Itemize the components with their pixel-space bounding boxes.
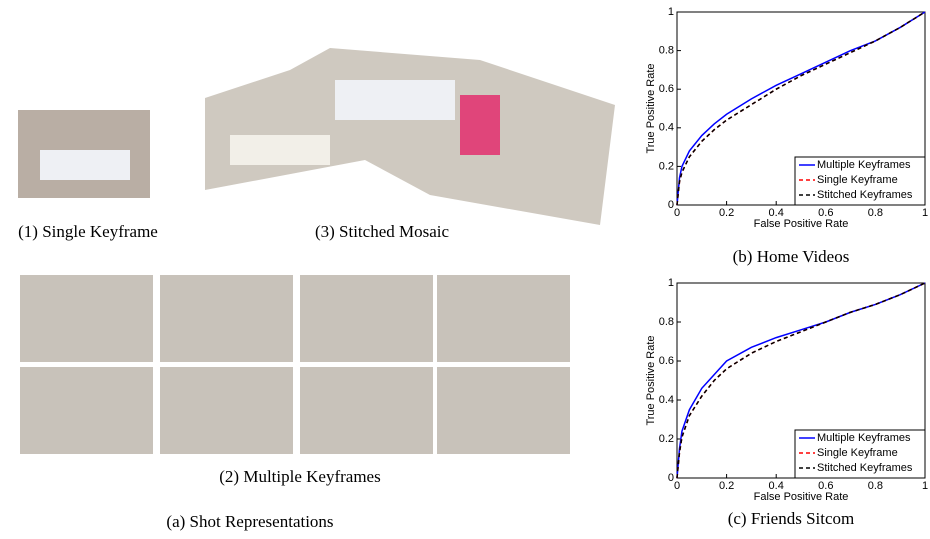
legend-label: Stitched Keyframes [817, 189, 913, 201]
figure: (1) Single Keyframe (3) Stitched Mosaic … [0, 0, 930, 539]
caption: (2) Multiple Keyframes [219, 467, 380, 486]
y-tick-label: 0.4 [659, 394, 674, 406]
y-tick-label: 0.4 [659, 122, 674, 134]
caption: (a) Shot Representations [166, 512, 333, 531]
photo [300, 367, 433, 454]
x-tick-label: 0.8 [868, 480, 883, 492]
chart-title: (b) Home Videos [733, 247, 850, 266]
x-tick-label: 0.2 [719, 207, 734, 219]
y-tick-label: 1 [668, 6, 674, 18]
photo [300, 275, 433, 362]
legend-label: Single Keyframe [817, 174, 898, 186]
y-tick-label: 0 [668, 199, 674, 211]
x-axis-label: False Positive Rate [754, 491, 849, 503]
y-tick-label: 0 [668, 472, 674, 484]
photo [160, 367, 293, 454]
legend-label: Stitched Keyframes [817, 462, 913, 474]
y-tick-label: 0.2 [659, 433, 674, 445]
photo [437, 275, 570, 362]
photo-detail [230, 135, 330, 165]
legend: Multiple Keyframes Single Keyframe Stitche… [795, 157, 925, 205]
x-tick-label: 1 [922, 480, 928, 492]
legend-label: Single Keyframe [817, 447, 898, 459]
photo [20, 275, 153, 362]
chart-title: (c) Friends Sitcom [728, 509, 855, 528]
photo-detail [40, 150, 130, 180]
y-tick-label: 0.8 [659, 45, 674, 57]
y-tick-label: 0.8 [659, 316, 674, 328]
photos [18, 48, 615, 454]
caption: (3) Stitched Mosaic [315, 222, 450, 241]
y-tick-label: 0.6 [659, 83, 674, 95]
legend-label: Multiple Keyframes [817, 432, 911, 444]
y-axis-label: True Positive Rate [645, 335, 657, 425]
photo [20, 367, 153, 454]
photo [437, 367, 570, 454]
y-tick-label: 1 [668, 277, 674, 289]
legend-label: Multiple Keyframes [817, 159, 911, 171]
legend: Multiple Keyframes Single Keyframe Stitche… [795, 430, 925, 478]
x-tick-label: 0.8 [868, 207, 883, 219]
photo-detail [335, 80, 455, 120]
photo [160, 275, 293, 362]
x-tick-label: 0 [674, 480, 680, 492]
photo-detail [460, 95, 500, 155]
x-tick-label: 0 [674, 207, 680, 219]
x-tick-label: 1 [922, 207, 928, 219]
y-axis-label: True Positive Rate [645, 63, 657, 153]
x-axis-label: False Positive Rate [754, 218, 849, 230]
y-tick-label: 0.6 [659, 355, 674, 367]
x-tick-label: 0.2 [719, 480, 734, 492]
caption: (1) Single Keyframe [18, 222, 158, 241]
y-tick-label: 0.2 [659, 160, 674, 172]
